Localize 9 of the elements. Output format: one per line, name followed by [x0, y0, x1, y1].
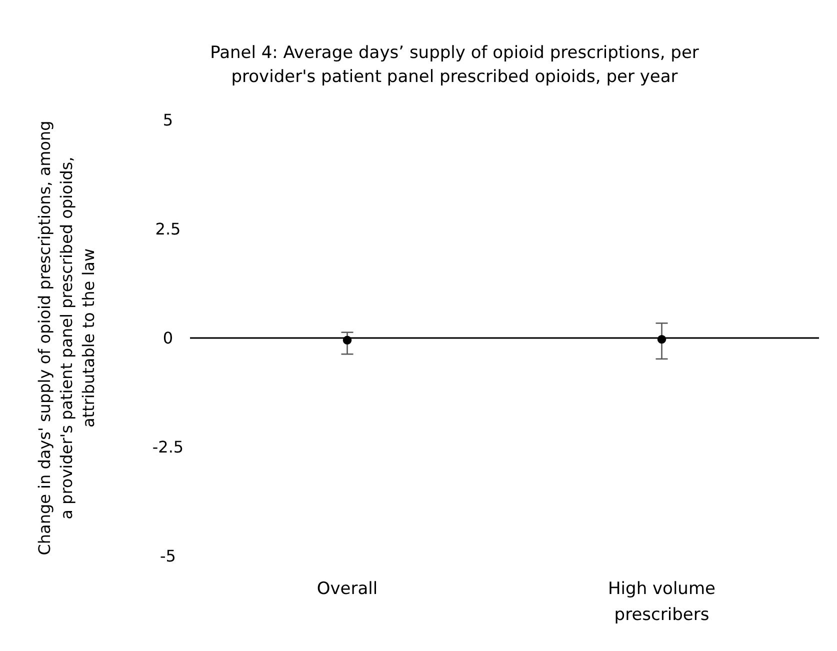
chart-title: Panel 4: Average days’ supply of opioid prescriptions, per provider's patient panel prescribed opioids, per year: [210, 43, 699, 87]
x-tick-label: Overall: [316, 579, 378, 599]
x-tick-label: High volume prescribers: [608, 579, 716, 625]
y-tick-label: 0: [162, 328, 174, 348]
y-tick-label: -2.5: [152, 438, 184, 457]
y-tick-label: -5: [160, 546, 176, 566]
y-axis-title: Change in days' supply of opioid prescriptions, among a provider's patient panel prescribed opioids, attributable to the law: [35, 120, 98, 556]
y-tick-label: 5: [162, 110, 174, 130]
y-tick-label: 2.5: [155, 220, 181, 239]
